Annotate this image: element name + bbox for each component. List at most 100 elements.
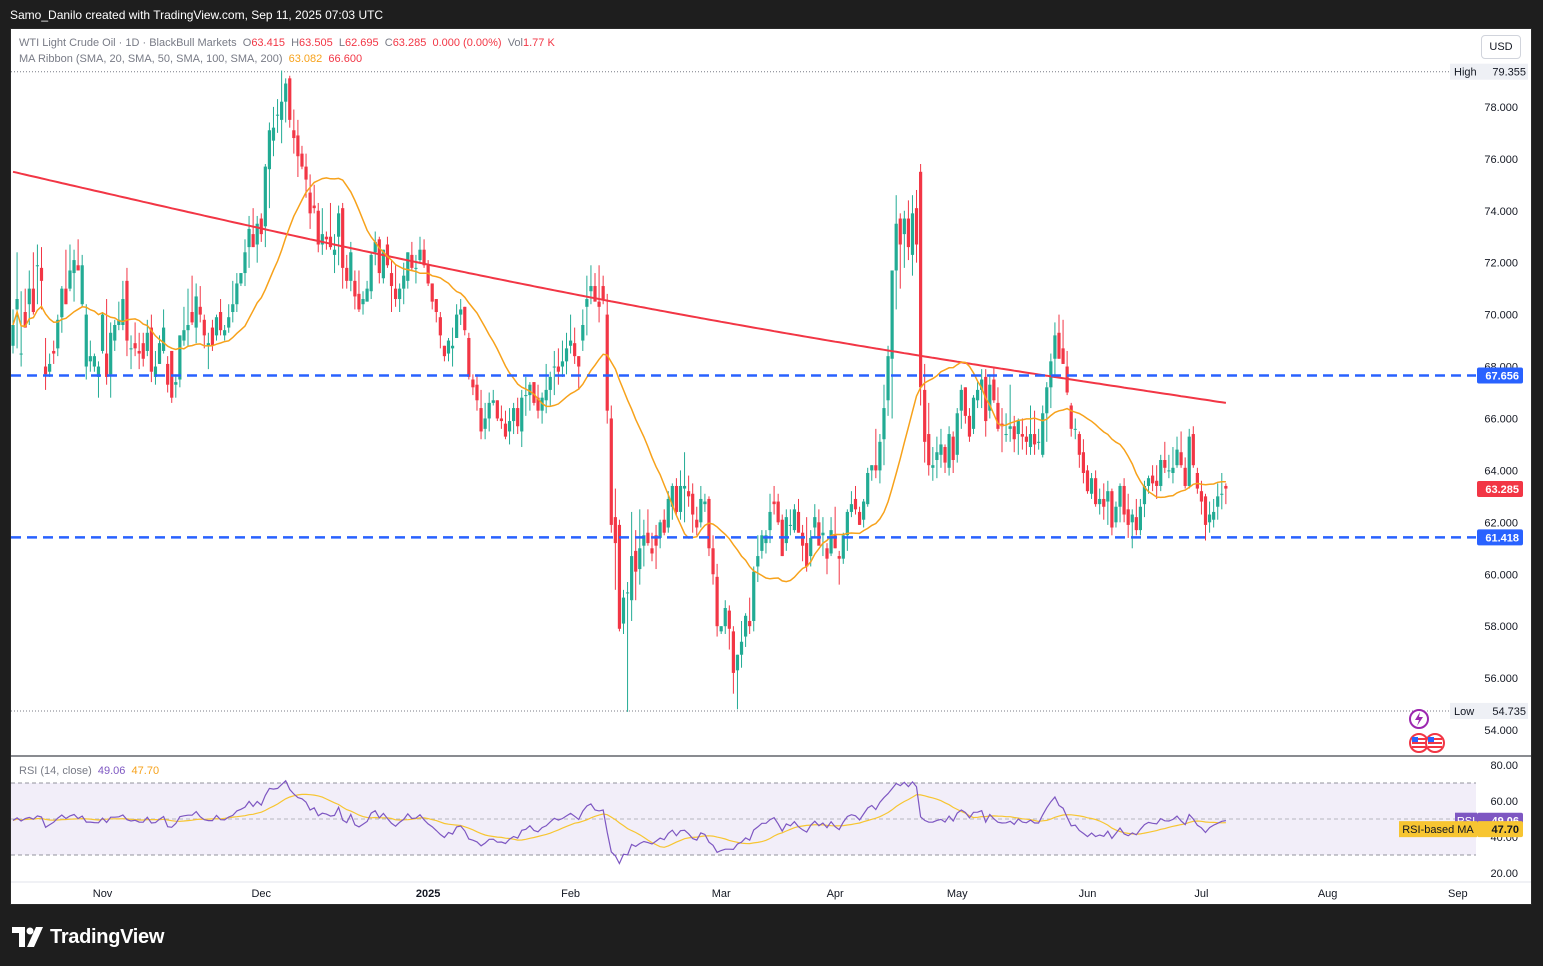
grid-layer [11,29,1531,883]
level-price-badge-1-text: 61.418 [1485,532,1519,544]
rsi-tick-label: 60.00 [1490,796,1518,808]
candle-body [145,332,149,351]
candle-body [280,101,284,120]
candle-body [715,576,719,627]
candle-body [630,556,634,601]
ma200-value: 66.600 [328,53,363,65]
rsi-ma-badge-value: 47.70 [1491,824,1519,836]
candle-body [1212,511,1216,520]
candle-body [581,324,585,341]
candle-body [796,511,801,533]
time-tick-label: May [947,888,968,900]
candle-body [1142,485,1147,505]
candle-body [1069,405,1073,429]
candle-body [951,436,955,461]
candle-body [129,348,133,350]
candle-body [39,267,44,281]
candle-body [84,314,88,367]
candle-body [459,309,463,315]
candle-body [133,343,137,349]
candle-body [23,312,27,328]
candle-body [1114,506,1118,523]
candle-body [874,465,878,471]
candle-body [621,597,626,624]
candle-body [56,319,60,349]
candle-body [125,280,129,341]
candle-body [597,301,601,307]
candle-body [231,304,235,313]
candle-body [1081,452,1086,473]
candle-body [605,314,609,411]
candle-body [711,548,715,575]
chart-frame[interactable]: 80.00078.00076.00074.00072.00070.00068.0… [10,28,1532,905]
candle-body [1098,498,1102,505]
candle-body [96,366,101,377]
candle-body [507,421,512,432]
candle-body [544,389,548,401]
attribution-text: Samo_Danilo created with TradingView.com… [10,8,384,22]
candle-body [756,556,760,567]
candle-body [332,249,337,255]
candle-body [467,337,471,377]
events-markers[interactable] [1407,709,1447,759]
price-chart[interactable]: 80.00078.00076.00074.00072.00070.00068.0… [11,29,1532,905]
candle-body [536,397,540,411]
candle-body [1159,460,1163,486]
candle-body [292,130,296,139]
candle-body [1171,467,1175,473]
tradingview-logo[interactable]: TradingView [12,925,164,949]
candle-body [1130,514,1134,523]
candle-body [149,327,153,372]
candle-body [748,620,752,627]
candle-body [878,441,882,471]
candle-body [52,350,56,354]
candle-body [853,498,858,510]
us-flag-event-icon-2[interactable] [1425,733,1445,753]
time-tick-label: Jun [1079,888,1097,900]
candle-body [271,127,276,141]
rsi-ma-badge: RSI-based MA 47.70 [1399,821,1523,838]
candle-body [764,535,768,544]
candle-body [589,286,593,292]
candle-body [1151,475,1155,484]
candle-body [862,501,866,520]
rsi-ma-badge-label: RSI-based MA [1402,824,1474,836]
high-value: 63.505 [299,37,333,49]
candle-body [886,356,890,401]
candle-body [617,524,622,629]
candle-body [1122,485,1126,515]
candle-body [613,517,617,544]
candle-body [1191,434,1195,466]
last-price-badge-bg [1477,480,1523,497]
candle-body [866,472,870,505]
dividend-event-icon[interactable] [1409,709,1429,729]
level-price-badge-0: 67.656 [1477,367,1523,384]
candle-body [369,254,373,292]
candle-body [308,192,312,214]
candle-body [739,641,744,655]
candle-body [210,327,215,346]
candle-body [678,485,683,512]
high-tag-bg [1450,63,1528,80]
candle-body [910,213,915,255]
candle-body [214,317,219,336]
price-tick-label: 66.000 [1484,413,1518,425]
volume-value: 1.77 K [523,37,555,49]
us-flag-event-icon[interactable] [1409,733,1429,753]
candle-body [800,532,805,546]
candle-body [1073,428,1077,430]
candle-body [1179,452,1183,466]
candle-body [670,485,674,507]
rsi-ma-badge-bg [1477,821,1523,838]
candle-body [731,631,735,673]
candle-body [931,465,935,468]
sma-20-line [12,177,1226,583]
candle-body [109,332,113,375]
currency-button[interactable]: USD [1481,35,1521,59]
candle-body [520,397,524,432]
candle-body [939,444,943,455]
candle-body [471,379,475,388]
candle-body [1183,467,1187,486]
time-tick-label: Dec [251,888,271,900]
candle-body [495,400,499,419]
